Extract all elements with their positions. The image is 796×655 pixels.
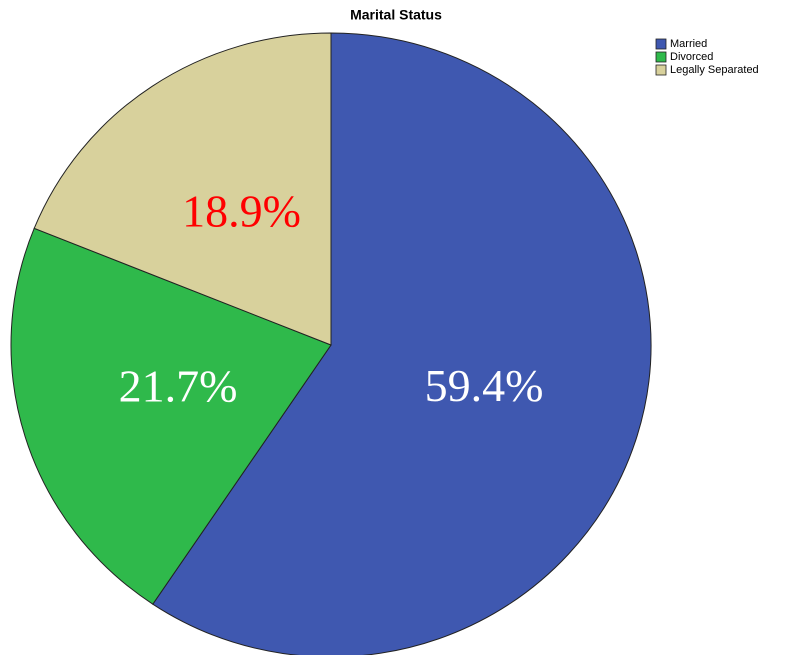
pie-slice	[33, 32, 332, 346]
legend-swatch	[655, 64, 667, 76]
pie-slice	[10, 227, 332, 605]
legend-label: Legally Separated	[670, 64, 759, 76]
chart-title: Marital Status	[350, 7, 442, 23]
data-label: 21.7%	[119, 360, 238, 411]
legend-swatch	[655, 51, 667, 63]
legend-label: Divorced	[670, 51, 713, 63]
data-label: 59.4%	[425, 360, 544, 411]
pie-slice	[152, 32, 652, 655]
data-label: 18.9%	[182, 185, 301, 236]
legend-label: Married	[670, 38, 707, 50]
legend-swatch	[655, 38, 667, 50]
